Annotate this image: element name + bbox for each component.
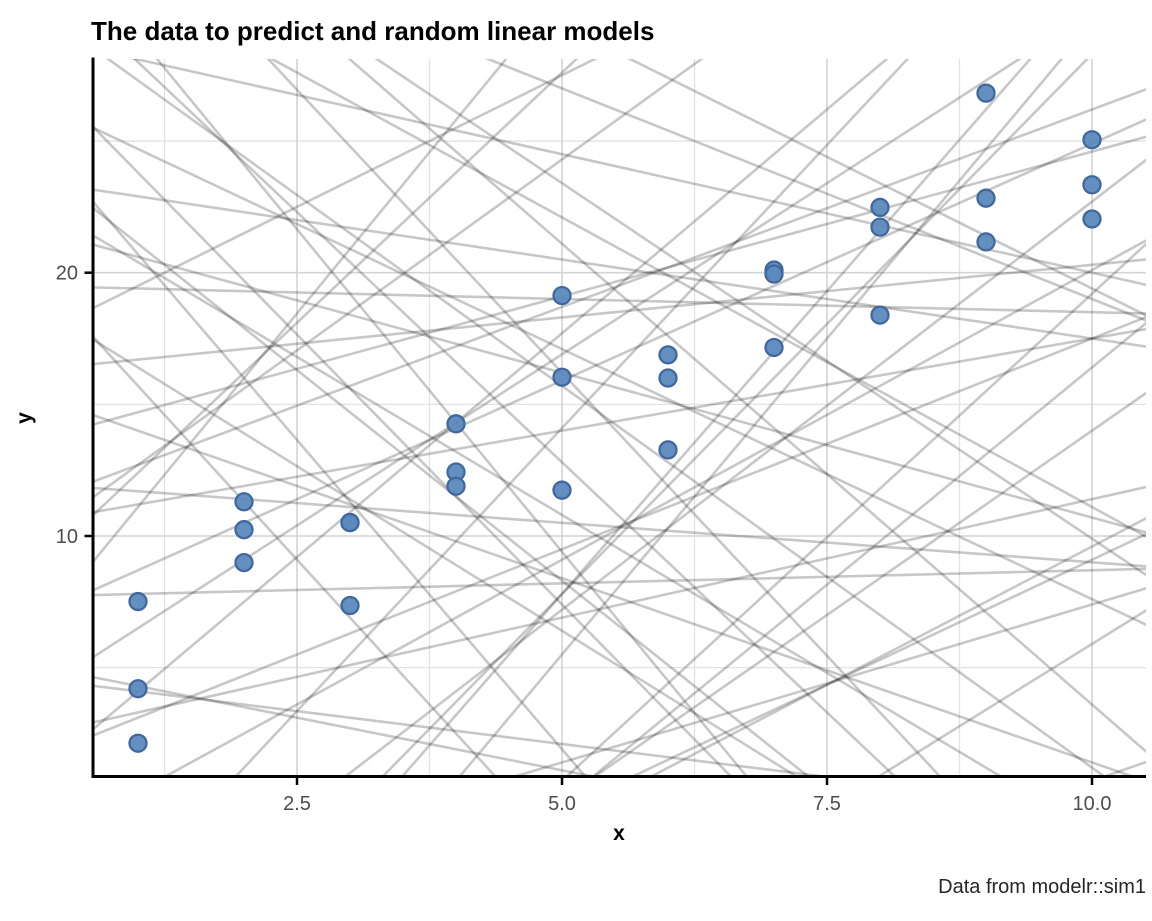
tick-labels-group: 2.5 5.0 7.5 10.0 10 20 <box>56 263 1112 815</box>
model-line <box>342 158 1146 777</box>
model-line <box>93 135 1146 426</box>
model-line <box>233 59 910 777</box>
model-line <box>93 485 1146 724</box>
data-point <box>870 197 890 218</box>
tick-marks-group <box>84 271 1094 785</box>
data-point <box>764 264 784 284</box>
model-line <box>93 327 1146 514</box>
model-line <box>53 827 1152 883</box>
model-line <box>93 59 889 732</box>
model-line <box>93 59 579 518</box>
data-point <box>976 83 996 103</box>
data-point <box>128 591 148 612</box>
data-points-group <box>128 83 1102 753</box>
model-line <box>93 59 598 310</box>
data-point <box>234 520 254 540</box>
model-line <box>93 87 1146 484</box>
model-line <box>93 684 839 777</box>
data-point <box>870 305 890 325</box>
model-line <box>875 608 1146 777</box>
model-line <box>400 59 1032 777</box>
model-line <box>93 199 588 777</box>
model-line <box>93 567 1146 597</box>
model-line <box>132 59 898 777</box>
grid-minor-group <box>93 59 1146 777</box>
model-line <box>647 516 1146 777</box>
data-point <box>340 512 360 533</box>
y-tick-label: 20 <box>56 263 78 285</box>
caption: Data from modelr::sim1 <box>938 876 1146 898</box>
model-line <box>93 675 603 777</box>
data-point <box>446 476 466 496</box>
data-point <box>552 480 572 500</box>
data-point <box>128 679 148 699</box>
model-line <box>93 258 1146 366</box>
model-line <box>457 59 1064 777</box>
model-line <box>590 321 1146 777</box>
model-lines-group <box>53 59 1152 921</box>
model-line <box>347 59 1146 754</box>
data-point <box>976 188 996 208</box>
x-tick-label: 2.5 <box>283 793 311 815</box>
model-line <box>93 188 1146 348</box>
data-point <box>340 595 360 616</box>
model-line <box>93 59 704 499</box>
model-line <box>105 59 1108 777</box>
data-point <box>658 368 678 388</box>
data-point <box>128 733 148 753</box>
model-line <box>161 239 1146 777</box>
model-line <box>266 59 943 777</box>
x-tick-label: 5.0 <box>548 793 576 815</box>
model-line <box>380 59 1090 777</box>
x-axis-title: x <box>613 822 625 845</box>
model-line <box>564 242 1146 777</box>
data-point <box>1082 209 1102 229</box>
y-axis-title: y <box>13 412 36 424</box>
model-line <box>374 59 1146 577</box>
data-point <box>552 367 572 387</box>
model-line <box>93 243 1146 534</box>
data-point <box>658 345 678 365</box>
x-tick-label: 10.0 <box>1073 793 1112 815</box>
model-line <box>93 315 1146 737</box>
data-point <box>870 217 890 237</box>
model-line <box>93 486 1146 568</box>
model-line <box>155 59 749 777</box>
model-line <box>591 391 1146 777</box>
data-point <box>446 414 466 434</box>
model-line <box>628 532 1146 777</box>
model-line <box>269 59 1146 539</box>
data-point <box>1082 130 1102 150</box>
model-line <box>93 59 508 564</box>
model-line <box>93 338 800 777</box>
model-line <box>93 286 1146 315</box>
data-point <box>552 285 572 306</box>
data-point <box>976 232 996 252</box>
y-tick-label: 10 <box>56 526 78 548</box>
data-point <box>1082 175 1102 195</box>
axes-group <box>91 57 1146 778</box>
data-point <box>234 492 254 512</box>
model-line <box>93 233 1005 777</box>
data-point <box>764 337 784 358</box>
model-line <box>93 124 734 777</box>
model-line <box>93 413 1138 777</box>
model-line <box>93 206 811 777</box>
x-tick-label: 7.5 <box>813 793 841 815</box>
model-line <box>53 800 1152 921</box>
data-point <box>658 440 678 460</box>
data-point <box>234 552 254 573</box>
chart-title: The data to predict and random linear mo… <box>91 16 654 46</box>
model-line <box>508 587 1146 777</box>
model-line <box>93 126 1146 627</box>
model-line <box>484 59 1146 322</box>
